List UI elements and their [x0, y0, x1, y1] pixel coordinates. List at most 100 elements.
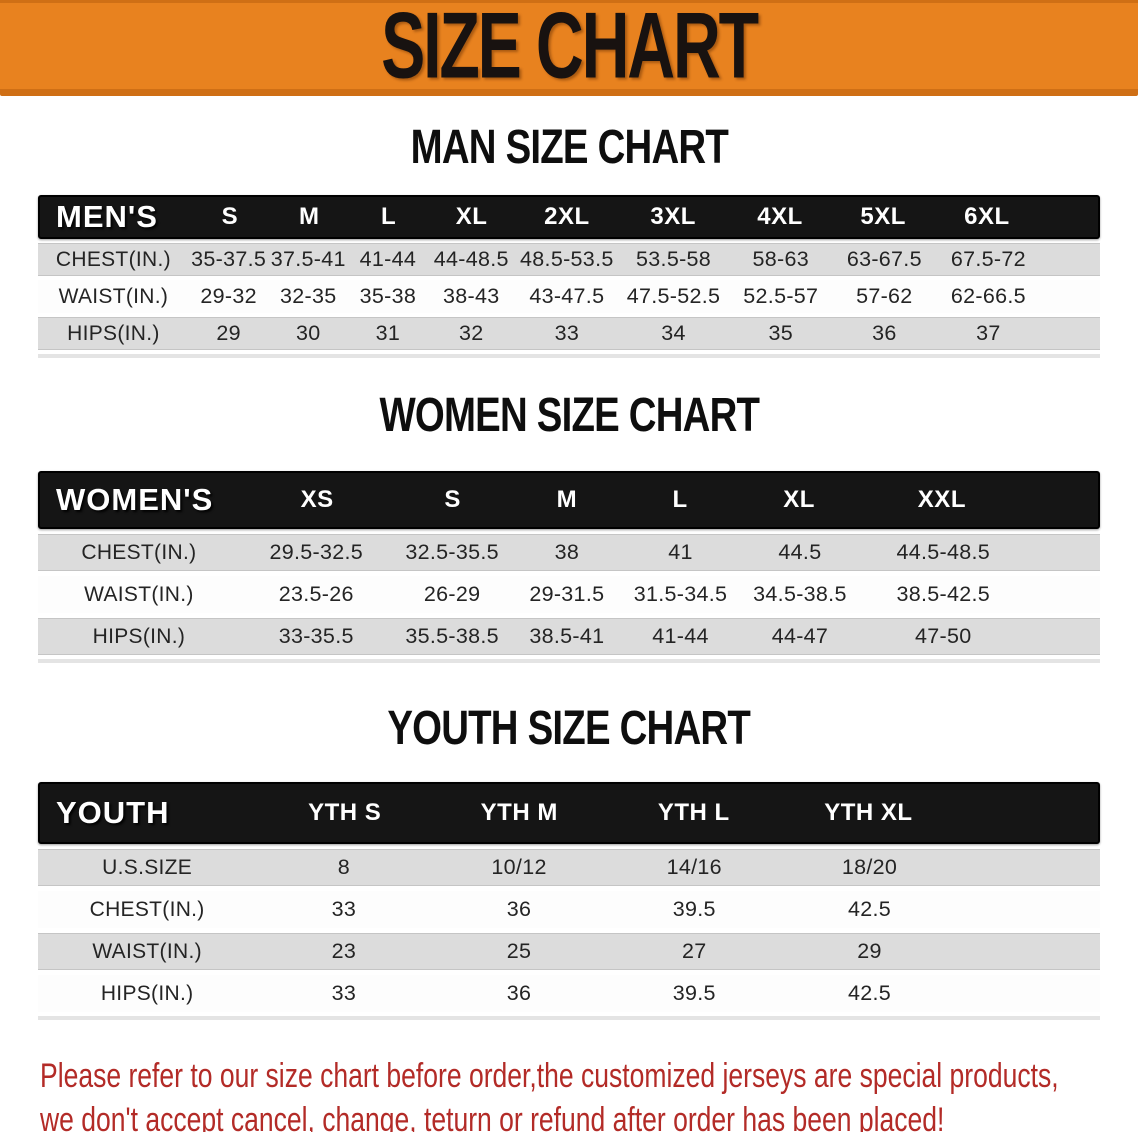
table-cell: 44-48.5: [433, 247, 509, 271]
table-row: HIPS(IN.) 33 36 39.5 42.5: [38, 975, 1100, 1012]
banner: SIZE CHART: [0, 0, 1138, 98]
table-cell: 27: [682, 939, 707, 963]
column-header: L: [672, 486, 688, 513]
row-label: CHEST(IN.): [89, 897, 205, 921]
column-header: 6XL: [964, 203, 1010, 230]
size-sections: MAN SIZE CHART MEN'S S M L XL 2XL 3XL 4XL 5XL 6XL C…: [0, 120, 1138, 1020]
column-header: XL: [455, 203, 488, 230]
column-header: XS: [300, 486, 334, 513]
table-row: HIPS(IN.) 33-35.5 35.5-38.5 38.5-41 41-44 44-…: [38, 618, 1100, 655]
table-cell: 47.5-52.5: [626, 284, 721, 308]
table-cell: 48.5-53.5: [520, 247, 614, 271]
table-cell: 62-66.5: [950, 284, 1026, 308]
table-cell: 25: [506, 939, 532, 963]
table-cell: 32: [459, 321, 484, 345]
column-header: YTH XL: [824, 799, 913, 826]
table-group-label: YOUTH: [56, 795, 170, 830]
table-cell: 58-63: [752, 247, 810, 271]
table-cell: 41: [668, 540, 693, 564]
section-heading-text: WOMEN SIZE CHART: [379, 389, 760, 442]
table-cell: 32.5-35.5: [405, 540, 499, 564]
table-cell: 29: [216, 321, 241, 345]
column-header: YTH L: [657, 799, 730, 826]
table-cell: 29-31.5: [529, 582, 605, 606]
banner-title: SIZE CHART: [381, 0, 759, 98]
size-table: WOMEN'S XS S M L XL XXL CHEST(IN.) 29.5-32.5 32.5…: [38, 471, 1100, 663]
table-row: CHEST(IN.) 33 36 39.5 42.5: [38, 891, 1100, 928]
table-cell: 29.5-32.5: [269, 540, 363, 564]
section-heading-text: YOUTH SIZE CHART: [387, 702, 751, 755]
table-cell: 32-35: [280, 284, 337, 308]
size-section: WOMEN SIZE CHART WOMEN'S XS S M L XL XXL CHEST(I…: [0, 388, 1138, 663]
table-cell: 41-44: [359, 247, 417, 271]
column-header: S: [221, 203, 239, 230]
table-group-label: MEN'S: [56, 199, 158, 234]
size-section: YOUTH SIZE CHART YOUTH YTH S YTH M YTH L YTH …: [0, 701, 1138, 1020]
column-header: M: [556, 486, 578, 513]
table-cell: 29: [857, 939, 882, 963]
table-cell: 33: [331, 981, 357, 1005]
table-cell: 29-32: [200, 284, 257, 308]
table-cell: 33: [554, 321, 580, 345]
notice-line-2: we don't accept cancel, change, teturn o…: [40, 1101, 945, 1132]
table-cell: 52.5-57: [743, 284, 819, 308]
table-cell: 41-44: [652, 624, 709, 648]
table-cell: 8: [337, 855, 350, 879]
column-header: M: [299, 203, 320, 230]
table-row: WAIST(IN.) 23 25 27 29: [38, 933, 1100, 970]
table-cell: 26-29: [423, 582, 481, 606]
table-header-row: WOMEN'S XS S M L XL XXL: [38, 471, 1100, 529]
section-heading-text: MAN SIZE CHART: [410, 121, 728, 174]
column-header: YTH M: [480, 799, 558, 826]
table-cell: 34.5-38.5: [753, 582, 847, 606]
table-cell: 44.5: [778, 540, 822, 564]
table-cell: 44-47: [771, 624, 829, 648]
row-label: HIPS(IN.): [100, 981, 194, 1005]
table-cell: 36: [506, 981, 532, 1005]
table-cell: 35-37.5: [191, 247, 267, 271]
table-row: CHEST(IN.) 29.5-32.5 32.5-35.5 38 41 44.5 44.5…: [38, 534, 1100, 571]
table-cell: 14/16: [666, 855, 722, 879]
table-cell: 39.5: [672, 897, 716, 921]
row-label: WAIST(IN.): [84, 582, 194, 606]
row-label: CHEST(IN.): [55, 247, 171, 271]
table-cell: 36: [872, 321, 897, 345]
column-header: 3XL: [650, 203, 696, 230]
table-row: WAIST(IN.) 23.5-26 26-29 29-31.5 31.5-34.5 34…: [38, 576, 1100, 613]
table-cell: 47-50: [915, 624, 972, 648]
column-header: 2XL: [544, 203, 590, 230]
table-cell: 18/20: [841, 855, 898, 879]
table-header-row: YOUTH YTH S YTH M YTH L YTH XL: [38, 782, 1100, 844]
section-heading: MAN SIZE CHART: [0, 120, 1138, 175]
table-cell: 44.5-48.5: [896, 540, 991, 564]
row-label: WAIST(IN.): [58, 284, 169, 308]
column-header: 4XL: [757, 203, 803, 230]
table-cell: 23.5-26: [278, 582, 354, 606]
column-header: XXL: [917, 486, 966, 513]
column-header: L: [381, 203, 397, 230]
table-cell: 37.5-41: [270, 247, 346, 271]
row-label: CHEST(IN.): [81, 540, 197, 564]
column-header: XL: [783, 486, 815, 513]
table-cell: 42.5: [847, 897, 892, 921]
table-cell: 34: [661, 321, 686, 345]
table-row: WAIST(IN.) 29-32 32-35 35-38 38-43 43-47.5 47.…: [38, 280, 1100, 313]
table-cell: 38: [554, 540, 580, 564]
table-cell: 30: [296, 321, 321, 345]
size-table: YOUTH YTH S YTH M YTH L YTH XL U.S.SIZE 8 10/12…: [38, 782, 1100, 1020]
size-table: MEN'S S M L XL 2XL 3XL 4XL 5XL 6XL CHEST(IN.) 35-37…: [38, 195, 1100, 358]
table-group-label: WOMEN'S: [56, 482, 214, 517]
table-row: U.S.SIZE 8 10/12 14/16 18/20: [38, 849, 1100, 886]
table-header-row: MEN'S S M L XL 2XL 3XL 4XL 5XL 6XL: [38, 195, 1100, 239]
table-cell: 35-38: [359, 284, 417, 308]
table-cell: 23: [331, 939, 357, 963]
table-cell: 43-47.5: [529, 284, 605, 308]
notice-line-1: Please refer to our size chart before or…: [40, 1057, 1059, 1095]
footer-notice: Please refer to our size chart before or…: [0, 1054, 1138, 1132]
table-cell: 33: [331, 897, 357, 921]
table-cell: 10/12: [491, 855, 547, 879]
column-header: YTH S: [308, 799, 382, 826]
table-cell: 63-67.5: [846, 247, 922, 271]
column-header: S: [444, 486, 461, 513]
table-cell: 67.5-72: [950, 247, 1026, 271]
